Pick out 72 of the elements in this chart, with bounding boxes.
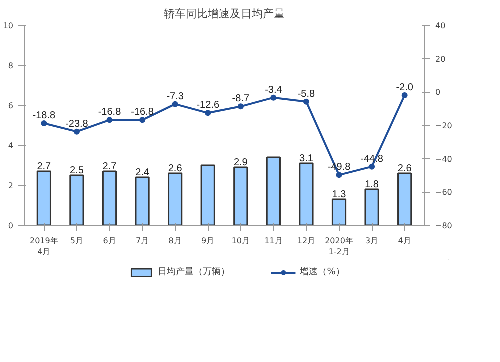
- data-label: 2.7: [37, 162, 52, 172]
- data-label: 2.6: [398, 164, 412, 174]
- point: [106, 117, 113, 124]
- bar: [200, 164, 216, 226]
- data-label: -8.7: [232, 94, 250, 105]
- y-tick-label: 4: [8, 142, 14, 150]
- y-tick-label: 0: [8, 222, 14, 230]
- data-label: 2.6: [168, 164, 183, 174]
- y-tick-label: 6: [8, 102, 14, 110]
- x-tick-label: 4月: [398, 236, 412, 246]
- bar: [266, 156, 281, 226]
- data-label: -7.3: [166, 91, 184, 102]
- y-tick-label: 8: [8, 62, 14, 70]
- bar: [398, 172, 412, 226]
- point: [238, 104, 244, 110]
- data-label: -23.8: [66, 118, 89, 130]
- x-tick-label: 12月: [297, 236, 316, 246]
- y2-tick-label: 0: [436, 88, 441, 98]
- data-label: 2.4: [136, 168, 150, 178]
- point: [336, 172, 342, 178]
- data-label: 2.7: [102, 162, 118, 172]
- point: [172, 101, 178, 108]
- y-tick-label: 2: [8, 182, 14, 190]
- data-label: -16.8: [98, 107, 122, 118]
- data-label: -18.8: [32, 110, 56, 122]
- point: [402, 92, 408, 98]
- bar: [364, 188, 380, 226]
- legend-label: 日均产量（万辆）: [158, 266, 230, 278]
- x-tick-label: 6月: [103, 236, 116, 246]
- y-tick-label: 10: [3, 22, 14, 30]
- data-label: -12.6: [196, 100, 220, 112]
- bar: [168, 172, 183, 226]
- x-tick-label: 10月: [232, 236, 250, 246]
- point: [303, 98, 310, 105]
- bar: [135, 176, 150, 226]
- bar: [299, 162, 314, 226]
- data-label: -3.4: [265, 84, 283, 96]
- data-label: 2.9: [234, 158, 248, 168]
- bar: [70, 174, 84, 226]
- point: [41, 120, 48, 126]
- data-label: 1.8: [365, 180, 380, 190]
- x-tick-label: 2020年 1-2月: [325, 236, 354, 256]
- point: [74, 128, 80, 135]
- y2-tick-label: −60: [436, 188, 452, 198]
- data-label: -5.8: [298, 88, 316, 100]
- data-label: -2.0: [396, 82, 414, 94]
- data-label: -16.8: [131, 107, 154, 118]
- x-tick-label: 3月: [365, 236, 379, 246]
- y2-tick-label: −20: [436, 122, 452, 130]
- data-label: 3.1: [300, 154, 314, 164]
- point: [140, 117, 146, 124]
- bar: [102, 170, 118, 226]
- y2-tick-label: −40: [436, 154, 452, 164]
- x-tick-label: 9月: [202, 236, 215, 246]
- chart-title: 轿车同比增速及日均产量: [164, 8, 285, 20]
- x-tick-label: 7月: [136, 236, 150, 246]
- bar: [234, 166, 248, 226]
- legend-label: 增速（%）: [300, 266, 345, 278]
- data-label: 2.5: [70, 166, 84, 176]
- point: [270, 94, 277, 101]
- bar: [36, 170, 52, 226]
- point: [369, 164, 376, 170]
- y2-tick-label: 40: [436, 22, 446, 30]
- x-tick-label: 11月: [264, 236, 283, 246]
- x-tick-label: 8月: [168, 236, 182, 246]
- x-tick-label: 2019年 4月: [30, 236, 58, 256]
- bar: [332, 198, 347, 226]
- y2-tick-label: −80: [436, 222, 452, 230]
- x-tick-label: 5月: [70, 236, 84, 246]
- data-label: 1.3: [332, 190, 347, 200]
- y2-tick-label: 20: [436, 54, 446, 64]
- point: [205, 110, 212, 116]
